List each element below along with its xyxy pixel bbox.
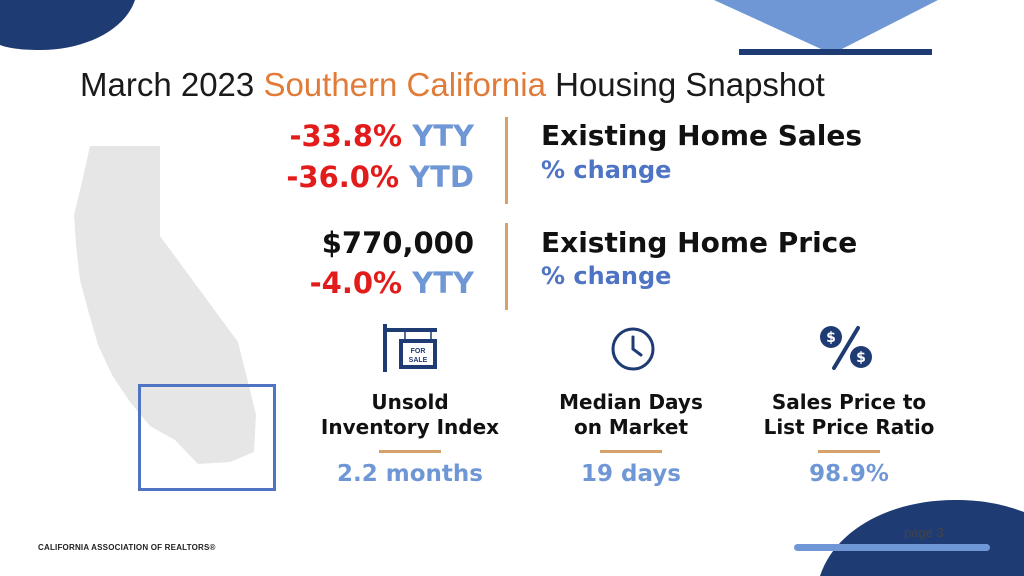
price-yty: -4.0% YTY	[309, 266, 474, 300]
kpi-unsold-inventory: Unsold Inventory Index 2.2 months	[300, 390, 520, 487]
sales-heading: Existing Home Sales	[541, 119, 863, 152]
page-title: March 2023 Southern California Housing S…	[80, 66, 825, 103]
svg-text:$: $	[856, 350, 866, 366]
kpi-label-line1: Sales Price to	[771, 390, 927, 414]
kpi-label-line2: List Price Ratio	[763, 415, 935, 439]
for-sale-sign-icon: FOR SALE	[383, 324, 437, 372]
price-heading: Existing Home Price	[541, 226, 858, 259]
kpi-value: 19 days	[581, 461, 681, 487]
sales-yty: -33.8% YTY	[289, 119, 474, 153]
kpi-label-line2: on Market	[573, 415, 689, 439]
svg-text:$: $	[826, 330, 836, 346]
kpi-divider	[600, 450, 662, 453]
kpi-median-days: Median Days on Market 19 days	[521, 390, 741, 487]
clock-icon	[611, 327, 655, 371]
sales-ytd: -36.0% YTD	[286, 160, 474, 194]
svg-text:SALE: SALE	[409, 357, 428, 364]
divider-line-price	[505, 223, 508, 310]
kpi-divider	[379, 450, 441, 453]
footer-organization: CALIFORNIA ASSOCIATION OF REALTORS®	[38, 543, 216, 552]
southern-california-highlight-box	[138, 384, 276, 491]
top-left-corner-shape	[0, 0, 135, 50]
kpi-divider	[818, 450, 880, 453]
price-subheading: % change	[541, 262, 672, 290]
kpi-label-line1: Unsold	[371, 390, 449, 414]
kpi-value: 2.2 months	[337, 461, 483, 487]
page-number: page 3	[904, 525, 944, 540]
bottom-right-corner-shape	[794, 500, 1024, 576]
divider-line-sales	[505, 117, 508, 204]
median-price: $770,000	[321, 226, 474, 260]
svg-text:FOR: FOR	[411, 348, 426, 355]
kpi-label-line1: Median Days	[559, 390, 703, 414]
dollar-percent-icon: $ $	[820, 326, 872, 370]
kpi-label-line2: Inventory Index	[320, 415, 500, 439]
kpi-value: 98.9%	[809, 461, 889, 487]
sales-subheading: % change	[541, 156, 672, 184]
top-right-triangle-shape	[714, 0, 938, 55]
kpi-sales-to-list-ratio: Sales Price to List Price Ratio 98.9%	[739, 390, 959, 487]
